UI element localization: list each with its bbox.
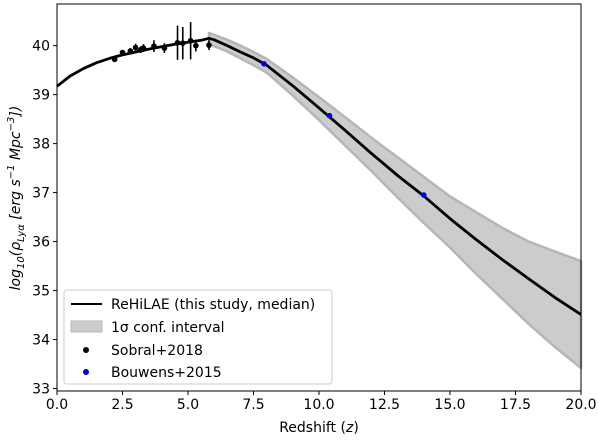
x-axis: 0.0 2.5 5.0 7.5 10.0 12.5 15.0 17.5 20.0 xyxy=(46,391,597,413)
y-tick-label-6: 39 xyxy=(32,88,50,104)
x-axis-label: Redshift (z) xyxy=(279,420,359,436)
sobral-point-10 xyxy=(187,37,194,44)
sobral-point-5 xyxy=(140,45,147,51)
legend-bouwens-label: Bouwens+2015 xyxy=(111,365,222,381)
y-tick-label-0: 33 xyxy=(32,382,50,398)
sobral-point-11 xyxy=(193,42,199,49)
bouwens-point-2 xyxy=(421,192,427,198)
y-tick-label-7: 40 xyxy=(32,39,50,55)
sobral-point-9 xyxy=(179,40,186,46)
legend-sobral-marker xyxy=(83,347,89,353)
legend-bouwens-marker xyxy=(83,369,89,375)
legend-band-label: 1σ conf. interval xyxy=(111,320,225,336)
y-tick-label-4: 37 xyxy=(32,186,50,202)
legend-box xyxy=(63,289,333,385)
x-tick-label-6: 15.0 xyxy=(434,397,465,413)
x-tick-label-0: 0.0 xyxy=(46,397,68,413)
x-tick-label-4: 10.0 xyxy=(303,397,334,413)
x-tick-label-5: 12.5 xyxy=(369,397,400,413)
sobral-point-3 xyxy=(132,44,139,51)
legend-band-swatch xyxy=(70,320,103,333)
sobral-point-0 xyxy=(111,56,118,63)
y-axis-label: log10(ρLyα [erg s−1 Mpc−3]) xyxy=(6,106,27,291)
y-axis: 33 34 35 36 37 38 39 40 xyxy=(32,39,57,398)
y-tick-label-3: 36 xyxy=(32,235,50,251)
x-tick-label-8: 20.0 xyxy=(565,397,596,413)
bouwens-point-1 xyxy=(326,112,333,119)
y-tick-label-1: 34 xyxy=(32,333,50,349)
x-tick-label-3: 7.5 xyxy=(242,397,264,413)
legend-median-label: ReHiLAE (this study, median) xyxy=(111,297,315,313)
legend-sobral-label: Sobral+2018 xyxy=(111,343,203,359)
legend: ReHiLAE (this study, median) 1σ conf. in… xyxy=(63,289,333,385)
x-tick-label-2: 5.0 xyxy=(177,397,199,413)
y-tick-label-5: 38 xyxy=(32,137,50,153)
sobral-point-12 xyxy=(206,42,212,48)
sobral-point-7 xyxy=(161,45,168,51)
sobral-point-8 xyxy=(174,39,181,46)
sobral-point-6 xyxy=(151,43,157,49)
x-tick-label-1: 2.5 xyxy=(111,397,133,413)
median-line xyxy=(56,36,582,316)
sobral-point-2 xyxy=(127,48,134,54)
x-tick-label-7: 17.5 xyxy=(500,397,531,413)
bouwens-point-0 xyxy=(261,60,267,67)
y-tick-label-2: 35 xyxy=(32,284,50,300)
sobral-point-1 xyxy=(119,49,126,56)
